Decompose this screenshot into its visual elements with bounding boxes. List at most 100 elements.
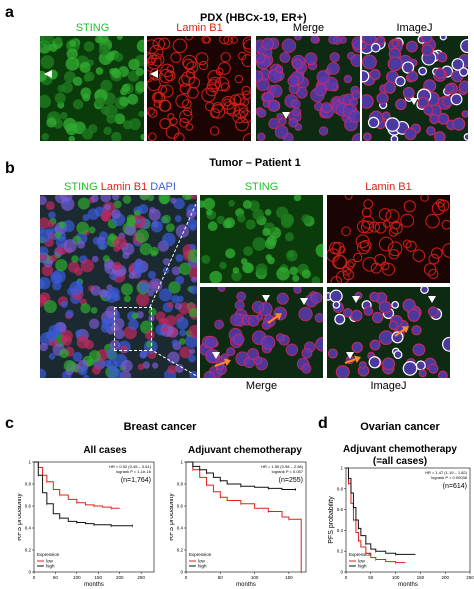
cell-nucleus <box>45 201 55 211</box>
cell-nucleus <box>90 285 102 296</box>
cell-nucleus <box>434 68 446 79</box>
cell-nucleus <box>54 231 62 239</box>
cell-nucleus <box>423 105 434 116</box>
cell-nucleus <box>316 70 330 84</box>
cell-nucleus <box>69 40 77 47</box>
cell-nucleus <box>179 338 186 345</box>
legend-low-label: low <box>46 559 54 564</box>
cell-nucleus <box>415 360 426 371</box>
y-tick-label: 0.4 <box>337 528 344 533</box>
cell-nucleus <box>166 65 175 73</box>
legend-title: Expression <box>37 552 60 557</box>
cell-nucleus <box>47 221 55 228</box>
cell-nucleus <box>223 36 233 45</box>
cell-nucleus <box>112 195 120 201</box>
x-tick-label: 150 <box>95 575 103 580</box>
overview-label-lamin: Lamin B1 <box>100 181 148 193</box>
cell-nucleus <box>174 215 182 223</box>
cell-nucleus <box>175 94 190 108</box>
cell-nucleus <box>228 200 235 207</box>
cell-nucleus <box>40 42 44 49</box>
cell-nucleus <box>127 93 139 105</box>
cell-nucleus <box>428 253 440 265</box>
cell-nucleus <box>314 83 328 97</box>
y-axis-label: RFS probability <box>170 493 175 541</box>
cell-nucleus <box>186 218 197 229</box>
cell-nucleus <box>369 68 381 81</box>
cell-nucleus <box>223 101 237 115</box>
cell-nucleus <box>55 258 68 272</box>
cell-nucleus <box>429 113 440 125</box>
cell-nucleus <box>122 195 132 204</box>
cell-nucleus <box>286 249 298 262</box>
cell-nucleus <box>61 81 73 94</box>
cell-nucleus <box>304 52 318 66</box>
n-stat: (n=1,764) <box>121 477 151 484</box>
cell-nucleus <box>284 232 295 242</box>
cell-nucleus <box>40 94 52 109</box>
cell-nucleus <box>329 52 340 63</box>
cell-nucleus <box>198 60 209 71</box>
x-tick-label: 150 <box>285 575 293 580</box>
panel-b-overview-label: STING Lamin B1 DAPI <box>40 181 200 193</box>
cell-nucleus <box>401 61 415 74</box>
cell-nucleus <box>391 39 400 48</box>
y-tick-label: 0.2 <box>337 549 344 554</box>
cell-nucleus <box>378 300 392 314</box>
cell-nucleus <box>63 359 76 372</box>
cell-nucleus <box>242 262 254 274</box>
cell-nucleus <box>136 39 144 53</box>
cell-nucleus <box>59 348 69 359</box>
cell-nucleus <box>207 221 218 232</box>
x-tick-label: 0 <box>345 575 348 580</box>
cell-nucleus <box>121 84 131 93</box>
cell-nucleus <box>431 201 445 215</box>
cell-nucleus <box>149 206 156 214</box>
cell-nucleus <box>348 110 360 123</box>
cell-nucleus <box>301 347 313 359</box>
panel-a-label-imagej: ImageJ <box>396 22 433 34</box>
cell-nucleus <box>48 352 56 360</box>
cell-nucleus <box>111 68 122 79</box>
cell-nucleus <box>217 61 231 75</box>
cell-nucleus <box>128 319 139 330</box>
cell-nucleus <box>148 278 163 292</box>
cell-nucleus <box>458 80 468 94</box>
cell-nucleus <box>77 366 88 376</box>
cell-nucleus <box>170 197 177 204</box>
cell-nucleus <box>49 254 58 262</box>
cell-nucleus <box>231 270 242 282</box>
cell-nucleus <box>412 249 426 262</box>
cell-nucleus <box>247 348 260 360</box>
cell-nucleus <box>236 291 247 302</box>
cell-nucleus <box>391 300 400 309</box>
cell-nucleus <box>251 300 265 314</box>
cell-nucleus <box>59 111 68 120</box>
cell-nucleus <box>188 354 196 363</box>
y-tick-label: 0 <box>340 570 343 575</box>
cell-nucleus <box>79 61 91 74</box>
cell-nucleus <box>100 195 112 203</box>
cell-nucleus <box>225 248 236 259</box>
cell-nucleus <box>363 306 374 316</box>
cell-nucleus <box>420 195 429 202</box>
plot1-title: All cases <box>83 445 127 456</box>
x-tick-label: 0 <box>185 575 188 580</box>
cell-nucleus <box>131 312 139 320</box>
cell-nucleus <box>158 68 173 83</box>
cell-nucleus <box>275 65 284 73</box>
cell-nucleus <box>171 295 180 304</box>
n-stat: (n=255) <box>279 477 303 484</box>
x-tick-label: 200 <box>116 575 124 580</box>
panel-b-letter: b <box>5 160 15 177</box>
cell-nucleus <box>95 97 106 108</box>
panel-d-letter: d <box>318 415 328 432</box>
cell-nucleus <box>411 325 422 336</box>
km-plot-adjuvant-breast: 0 0.2 0.4 0.6 0.8 1 0 50 100 150 RFS probability mo… <box>170 460 307 588</box>
cell-nucleus <box>158 288 173 302</box>
cell-nucleus <box>209 270 223 283</box>
x-tick-label: 100 <box>251 575 259 580</box>
cell-nucleus <box>310 291 323 304</box>
cell-nucleus <box>175 275 185 285</box>
cell-nucleus <box>137 363 145 371</box>
